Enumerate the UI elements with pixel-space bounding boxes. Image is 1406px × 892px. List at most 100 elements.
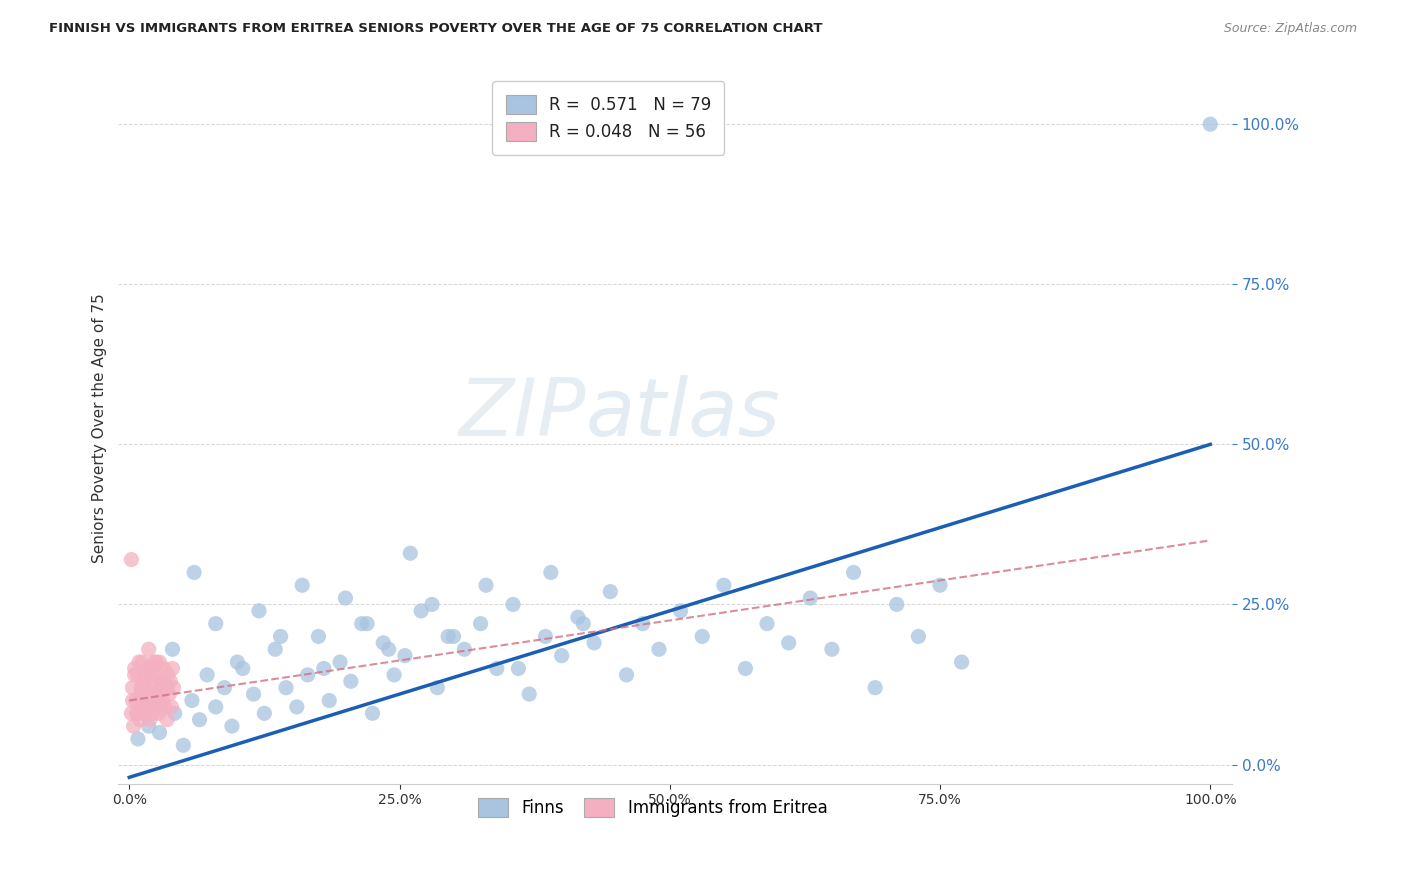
Point [443, 630, 465, 644]
Point [139, 693, 162, 707]
Point [152, 674, 174, 689]
Point [163, 706, 186, 721]
Point [361, 706, 384, 721]
Point [132, 699, 155, 714]
Point [120, 706, 142, 721]
Point [129, 713, 152, 727]
Point [129, 681, 152, 695]
Point [350, 616, 373, 631]
Point [291, 578, 314, 592]
Point [183, 566, 205, 580]
Point [426, 681, 449, 695]
Point [128, 655, 150, 669]
Point [485, 661, 508, 675]
Point [153, 661, 176, 675]
Point [157, 668, 180, 682]
Point [734, 661, 756, 675]
Point [172, 739, 194, 753]
Point [138, 719, 160, 733]
Point [143, 706, 166, 721]
Point [377, 642, 399, 657]
Point [134, 706, 156, 721]
Point [340, 674, 363, 689]
Point [616, 668, 638, 682]
Point [141, 668, 163, 682]
Point [162, 661, 184, 675]
Point [821, 642, 844, 657]
Point [142, 693, 165, 707]
Point [152, 693, 174, 707]
Point [382, 668, 405, 682]
Point [134, 699, 156, 714]
Point [148, 725, 170, 739]
Point [274, 681, 297, 695]
Point [534, 630, 557, 644]
Point [242, 687, 264, 701]
Point [690, 630, 713, 644]
Point [188, 713, 211, 727]
Point [129, 687, 152, 701]
Text: ZIP: ZIP [458, 376, 586, 453]
Point [136, 661, 159, 675]
Point [127, 668, 149, 682]
Point [125, 706, 148, 721]
Point [517, 687, 540, 701]
Point [307, 630, 329, 644]
Text: FINNISH VS IMMIGRANTS FROM ERITREA SENIORS POVERTY OVER THE AGE OF 75 CORRELATIO: FINNISH VS IMMIGRANTS FROM ERITREA SENIO… [49, 22, 823, 36]
Point [648, 642, 671, 657]
Point [778, 636, 800, 650]
Point [631, 616, 654, 631]
Point [162, 642, 184, 657]
Point [138, 642, 160, 657]
Point [195, 668, 218, 682]
Point [122, 719, 145, 733]
Legend: Finns, Immigrants from Eritrea: Finns, Immigrants from Eritrea [470, 789, 835, 825]
Point [128, 693, 150, 707]
Point [453, 642, 475, 657]
Point [356, 616, 378, 631]
Point [437, 630, 460, 644]
Point [155, 681, 177, 695]
Point [121, 693, 143, 707]
Point [150, 674, 173, 689]
Point [312, 661, 335, 675]
Point [162, 681, 184, 695]
Point [799, 591, 821, 605]
Point [139, 661, 162, 675]
Point [508, 661, 530, 675]
Point [842, 566, 865, 580]
Point [232, 661, 254, 675]
Point [583, 636, 606, 650]
Point [141, 687, 163, 701]
Point [149, 699, 172, 714]
Point [335, 591, 357, 605]
Point [470, 616, 492, 631]
Point [143, 699, 166, 714]
Point [950, 655, 973, 669]
Point [863, 681, 886, 695]
Point [148, 655, 170, 669]
Point [159, 674, 181, 689]
Point [134, 681, 156, 695]
Point [253, 706, 276, 721]
Point [399, 546, 422, 560]
Point [270, 630, 292, 644]
Point [411, 604, 433, 618]
Point [540, 566, 562, 580]
Point [121, 681, 143, 695]
Point [713, 578, 735, 592]
Point [148, 706, 170, 721]
Point [204, 616, 226, 631]
Point [156, 681, 179, 695]
Point [907, 630, 929, 644]
Point [149, 687, 172, 701]
Point [125, 693, 148, 707]
Point [157, 687, 180, 701]
Point [131, 706, 153, 721]
Point [756, 616, 779, 631]
Point [145, 681, 167, 695]
Point [214, 681, 236, 695]
Point [394, 648, 416, 663]
Point [135, 668, 157, 682]
Point [127, 731, 149, 746]
